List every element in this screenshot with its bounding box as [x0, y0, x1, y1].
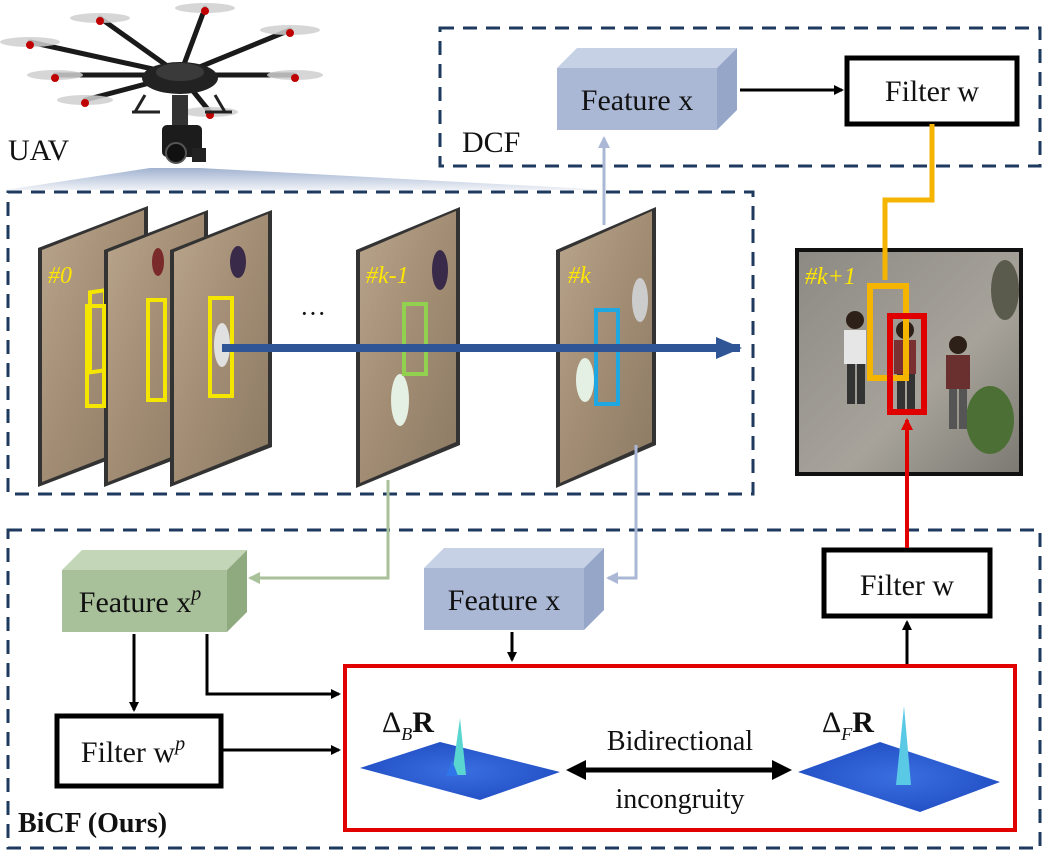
bicf-feature-label: Feature x [448, 584, 560, 617]
frame-k-plus-1-label: #k+1 [805, 264, 856, 290]
svg-text:ΔBR: ΔBR [382, 706, 434, 744]
frame-k-label: #k [568, 263, 591, 289]
frame-k-to-bicf-feature-arrow [606, 445, 638, 584]
forward-r: R [852, 706, 874, 739]
dcf-label: DCF [462, 126, 520, 159]
dcf-panel [438, 26, 1042, 168]
forward-response-surface [798, 706, 1000, 812]
bicf-feature-p-label: Feature x [79, 586, 191, 619]
svg-text:Feature x: Feature x [581, 84, 693, 117]
bicf-filter-p-label: Filter w [81, 736, 175, 769]
bicf-feature-p-superscript: p [189, 583, 201, 605]
backward-delta: Δ [382, 706, 401, 739]
bicf-filter-p-box [54, 713, 224, 789]
bicf-panel [6, 528, 1042, 850]
svg-text:Feature xp: Feature xp [79, 583, 201, 619]
bicf-feature-p-block: Feature xp [62, 550, 247, 632]
bicf-feature-block: Feature x [424, 548, 604, 630]
frame-k-minus-1-label: #k-1 [366, 263, 409, 289]
ellipsis-label: ··· [300, 299, 326, 328]
incongruity-label: incongruity [615, 784, 744, 815]
bicf-label: BiCF (Ours) [18, 808, 167, 839]
uav-label: UAV [8, 134, 69, 167]
dcf-feature-block: Feature x [557, 48, 737, 130]
backward-r: R [412, 706, 434, 739]
frame-0-label: #0 [48, 263, 72, 289]
dcf-filter-box [844, 55, 1020, 127]
forward-delta: Δ [822, 706, 841, 739]
svg-text:Filter wp: Filter wp [81, 733, 185, 769]
bicf-filter-box [821, 547, 993, 619]
frame-2 [146, 210, 272, 487]
bicf-filter-label: Filter w [860, 569, 954, 602]
dcf-filter-to-frame-arrow [882, 124, 935, 280]
dcf-filter-label: Filter w [885, 75, 979, 108]
frame-0-target-box [85, 304, 106, 408]
forward-sub: F [840, 724, 853, 744]
frame-sequence-panel [6, 190, 755, 496]
dcf-feature-label: Feature x [581, 84, 693, 117]
bidirectional-label: Bidirectional [607, 726, 753, 757]
bicf-filter-p-superscript: p [173, 733, 185, 755]
svg-text:ΔFR: ΔFR [822, 706, 874, 744]
backward-sub: B [401, 724, 412, 744]
feature-p-to-incongruity-arrow [205, 634, 341, 699]
frame-k: #k [556, 207, 656, 488]
uav-drone-icon [0, 3, 610, 190]
frame-k-minus-1-to-feature-p-arrow [248, 480, 390, 584]
backward-response-surface [360, 718, 560, 800]
